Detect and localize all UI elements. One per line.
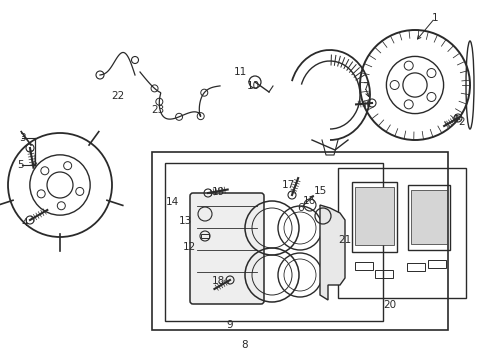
- Text: 12: 12: [182, 242, 196, 252]
- Text: 16: 16: [302, 196, 316, 206]
- Text: 5: 5: [17, 160, 24, 170]
- Text: 14: 14: [166, 197, 179, 207]
- Text: 20: 20: [384, 300, 396, 310]
- Text: 21: 21: [339, 235, 352, 245]
- Bar: [375, 270, 393, 278]
- Text: 11: 11: [233, 67, 246, 77]
- Bar: [408, 185, 450, 250]
- Text: 19: 19: [211, 187, 224, 197]
- Text: 18: 18: [211, 276, 224, 286]
- Text: 4: 4: [22, 218, 28, 228]
- Text: 3: 3: [19, 133, 25, 143]
- Text: 15: 15: [314, 186, 327, 196]
- Bar: [355, 262, 373, 270]
- Bar: [407, 263, 425, 271]
- Polygon shape: [320, 205, 345, 300]
- Text: 23: 23: [151, 105, 165, 115]
- Bar: [338, 168, 466, 298]
- Bar: [411, 190, 447, 244]
- Text: 2: 2: [459, 117, 466, 127]
- Text: 6: 6: [298, 203, 304, 213]
- Bar: [355, 187, 394, 245]
- Text: 17: 17: [281, 180, 294, 190]
- Bar: [165, 163, 383, 321]
- Text: 7: 7: [362, 82, 368, 92]
- Text: 22: 22: [111, 91, 124, 101]
- Text: 8: 8: [242, 340, 248, 350]
- Text: 1: 1: [432, 13, 439, 23]
- FancyBboxPatch shape: [190, 193, 264, 304]
- Text: 9: 9: [227, 320, 233, 330]
- Text: 10: 10: [246, 81, 260, 91]
- Text: 13: 13: [178, 216, 192, 226]
- Bar: [152, 152, 448, 330]
- Bar: [201, 234, 209, 238]
- Bar: [428, 260, 446, 268]
- Bar: [352, 182, 397, 252]
